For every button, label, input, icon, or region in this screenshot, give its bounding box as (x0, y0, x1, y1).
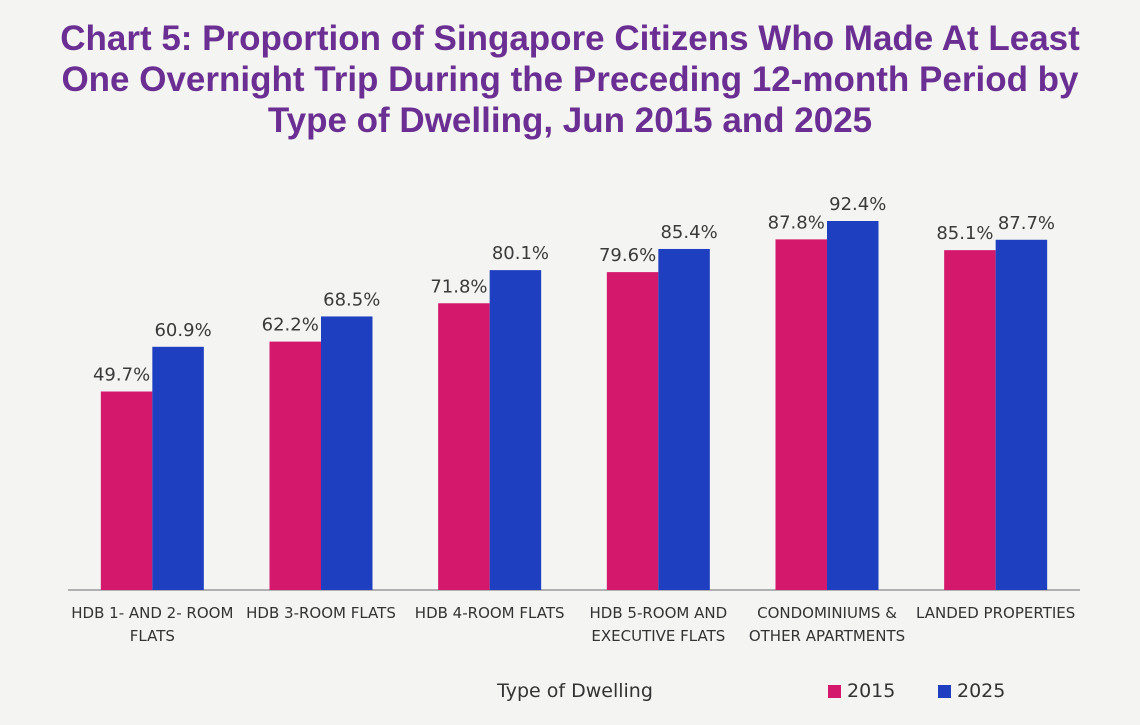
data-label: 68.5% (323, 289, 380, 310)
data-label: 87.7% (998, 213, 1055, 234)
x-tick-label: HDB 5-ROOM AND EXECUTIVE FLATS (589, 604, 728, 645)
bar (100, 391, 153, 590)
data-label: 60.9% (154, 320, 211, 341)
chart-title: Chart 5: Proportion of Singapore Citizen… (60, 19, 1080, 140)
bar (438, 303, 490, 590)
legend-item: 2025 (938, 680, 1005, 702)
legend-label: 2015 (847, 680, 896, 702)
legend-label: 2025 (957, 680, 1006, 702)
x-tick-label: HDB 4-ROOM FLATS (414, 604, 565, 622)
bar (489, 270, 542, 590)
data-label: 79.6% (599, 245, 656, 266)
bar (944, 250, 996, 591)
bar (606, 272, 659, 590)
x-tick-label: HDB 3-ROOM FLATS (246, 604, 396, 622)
bar (827, 221, 879, 590)
legend-item: 2015 (828, 680, 895, 702)
bar (775, 239, 827, 591)
legend-swatch (938, 684, 951, 698)
data-label: 49.7% (93, 365, 150, 386)
data-label: 92.4% (829, 194, 886, 215)
data-label: 62.2% (262, 315, 319, 336)
x-tick-label: LANDED PROPERTIES (916, 604, 1076, 622)
bar (658, 248, 710, 591)
bar (152, 346, 204, 590)
data-label: 87.8% (768, 212, 825, 233)
x-axis-title: Type of Dwelling (497, 680, 653, 702)
bar (321, 316, 373, 590)
x-tick-label: CONDOMINIUMS & OTHER APARTMENTS (748, 604, 906, 645)
data-label: 85.4% (660, 222, 717, 243)
x-tick-label: HDB 1- AND 2- ROOM FLATS (71, 604, 234, 645)
data-label: 80.1% (492, 243, 549, 264)
data-label: 71.8% (430, 276, 487, 297)
legend-swatch (828, 684, 841, 698)
bar (269, 341, 321, 590)
bar (995, 239, 1048, 591)
data-label: 85.1% (936, 223, 993, 244)
